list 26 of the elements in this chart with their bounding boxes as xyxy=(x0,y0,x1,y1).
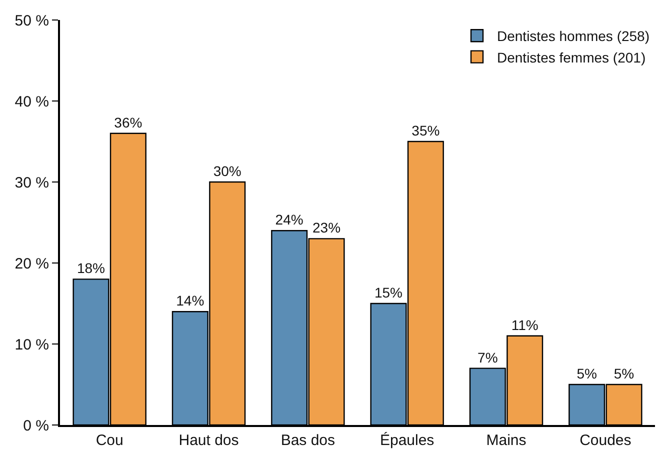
data-label: 11% xyxy=(511,316,538,333)
x-tick-label: Bas dos xyxy=(280,432,336,449)
y-tick-label: 40 % xyxy=(14,93,49,110)
y-tick-label: 50 % xyxy=(14,12,49,30)
y-tick-label: 10 % xyxy=(14,336,49,354)
data-label: 14% xyxy=(176,292,204,309)
y-tick-label: 20 % xyxy=(14,255,49,272)
legend-label: Dentistes femmes (201) xyxy=(497,49,646,66)
data-label: 36% xyxy=(114,114,142,130)
x-tick-label: Mains xyxy=(486,432,526,449)
data-label: 35% xyxy=(412,122,440,138)
data-label: 15% xyxy=(374,284,403,300)
x-tick-label: Cou xyxy=(96,432,124,449)
data-label: 18% xyxy=(76,260,106,276)
y-tick-label: 0 % xyxy=(23,417,49,434)
data-label: 7% xyxy=(478,349,498,366)
data-label: 24% xyxy=(275,212,304,228)
x-tick-label: Haut dos xyxy=(178,432,239,449)
data-label: 5% xyxy=(576,366,597,382)
legend-label: Dentistes hommes (258) xyxy=(497,28,650,44)
y-tick-label: 30 % xyxy=(14,174,49,192)
data-label: 23% xyxy=(312,220,341,236)
data-label: 5% xyxy=(614,366,634,382)
data-label: 30% xyxy=(213,163,242,179)
x-tick-label: Coudes xyxy=(580,432,632,449)
x-tick-label: Épaules xyxy=(380,431,434,449)
